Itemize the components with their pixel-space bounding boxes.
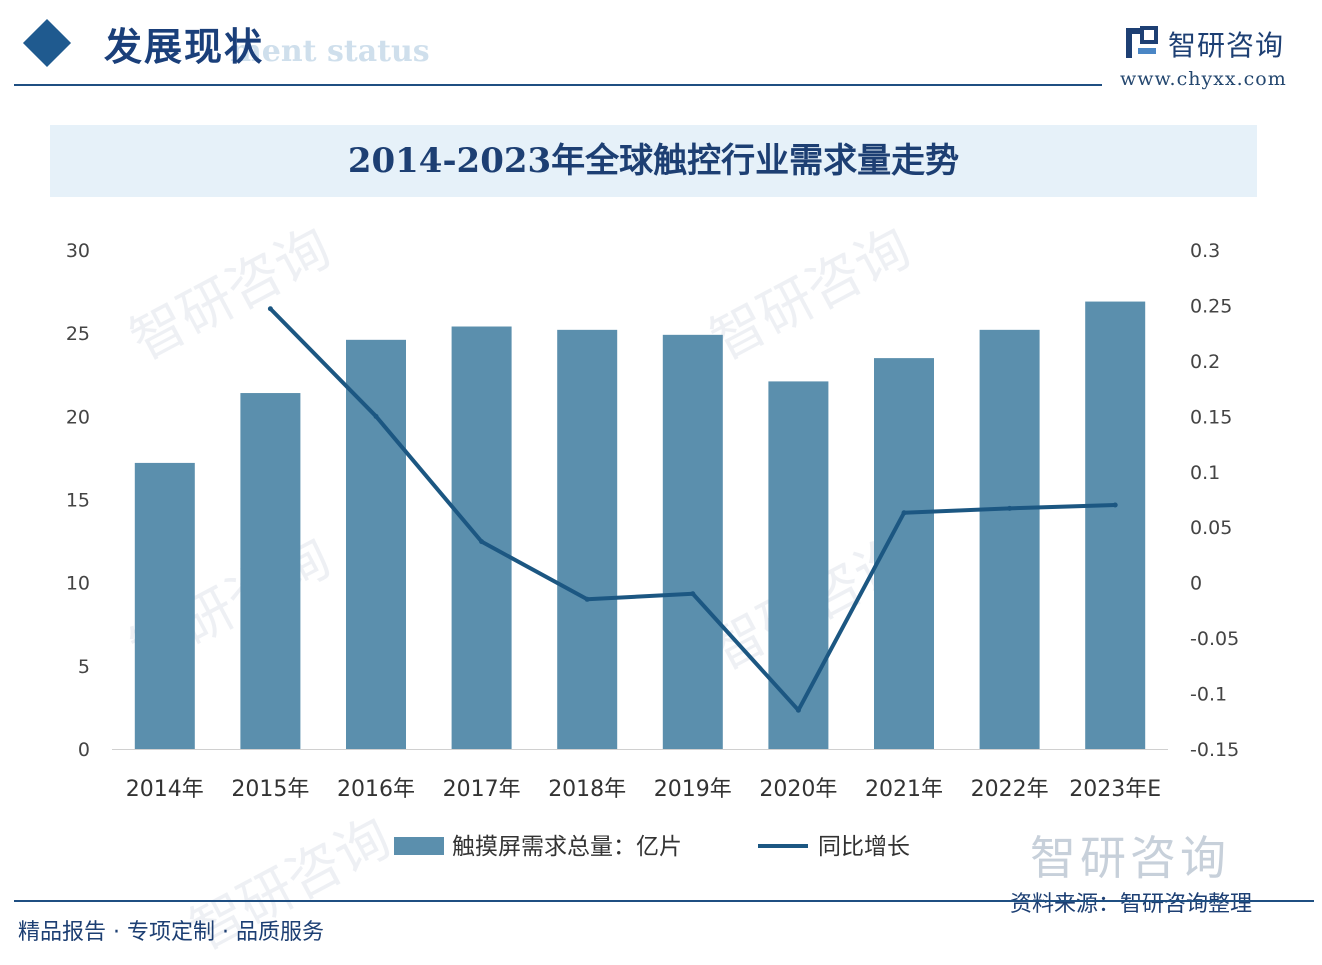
data-source: 资料来源：智研咨询整理	[1010, 886, 1253, 918]
growth-point	[901, 510, 907, 516]
x-tick-label: 2020年	[759, 777, 837, 802]
x-tick-label: 2018年	[548, 777, 626, 802]
x-tick-label: 2019年	[654, 777, 732, 802]
chart-title-band	[50, 125, 1257, 197]
bar	[662, 334, 723, 749]
y-right-tick-label: 0.2	[1190, 351, 1220, 373]
y-left-tick-label: 25	[66, 323, 90, 345]
y-left-tick-label: 0	[78, 739, 90, 761]
header-subtitle: ment status	[230, 34, 430, 69]
axes-layer: 0 5 10 15 20 25 30 -0.15 -0.1 -0.05 0 0.05 0.1 0.15 0.…	[66, 240, 1239, 802]
x-tick-label: 2014年	[126, 777, 204, 802]
growth-point	[267, 306, 273, 312]
y-left-tick-label: 5	[78, 656, 90, 678]
y-left-tick-label: 10	[66, 573, 90, 595]
y-right-tick-label: 0.15	[1190, 406, 1232, 428]
bar	[979, 329, 1040, 749]
bar	[768, 381, 829, 749]
legend-bar-swatch	[394, 837, 444, 855]
legend: 触摸屏需求总量：亿片 同比增长	[394, 834, 910, 860]
bar	[557, 329, 618, 749]
y-right-tick-label: 0.1	[1190, 462, 1220, 484]
y-right-tick-label: -0.05	[1190, 628, 1239, 650]
x-tick-label: 2021年	[865, 777, 943, 802]
y-right-tick-label: 0	[1190, 573, 1202, 595]
x-tick-label: 2017年	[443, 777, 521, 802]
brand-url: www.chyxx.com	[1120, 68, 1287, 90]
growth-point	[373, 413, 379, 419]
legend-bar-label: 触摸屏需求总量：亿片	[452, 834, 682, 860]
growth-point	[1112, 502, 1118, 508]
brand-logo-icon	[1126, 26, 1158, 58]
y-left-tick-label: 20	[66, 406, 90, 428]
x-tick-label: 2016年	[337, 777, 415, 802]
bar	[134, 462, 195, 749]
bars-layer	[134, 301, 1146, 749]
legend-line-label: 同比增长	[818, 834, 910, 860]
page-title: 发展现状	[104, 25, 265, 69]
bar	[346, 339, 406, 749]
bar	[1085, 301, 1146, 749]
growth-point	[1007, 505, 1013, 511]
footer-tagline: 精品报告 · 专项定制 · 品质服务	[18, 920, 324, 945]
y-right-tick-label: 0.25	[1190, 295, 1232, 317]
y-left-tick-label: 15	[66, 490, 90, 512]
growth-point	[690, 591, 696, 597]
brand-watermark: 智研咨询	[1030, 831, 1230, 885]
brand-name: 智研咨询	[1168, 29, 1285, 62]
bar	[451, 326, 512, 749]
y-right-tick-label: -0.1	[1190, 684, 1227, 706]
y-right-tick-label: 0.05	[1190, 517, 1232, 539]
y-right-tick-label: -0.15	[1190, 739, 1239, 761]
chart-title: 2014-2023年全球触控行业需求量走势	[347, 141, 960, 181]
growth-point	[479, 539, 485, 545]
growth-point	[584, 596, 590, 602]
x-tick-label: 2022年	[971, 777, 1049, 802]
bar	[240, 393, 301, 749]
footer-divider	[14, 900, 1314, 902]
growth-point	[795, 707, 801, 713]
x-tick-label: 2023年E	[1069, 777, 1161, 802]
y-right-tick-label: 0.3	[1190, 240, 1220, 262]
x-tick-label: 2015年	[231, 777, 309, 802]
line-layer	[267, 306, 1118, 713]
header-divider	[14, 84, 1102, 86]
y-left-tick-label: 30	[66, 240, 90, 262]
